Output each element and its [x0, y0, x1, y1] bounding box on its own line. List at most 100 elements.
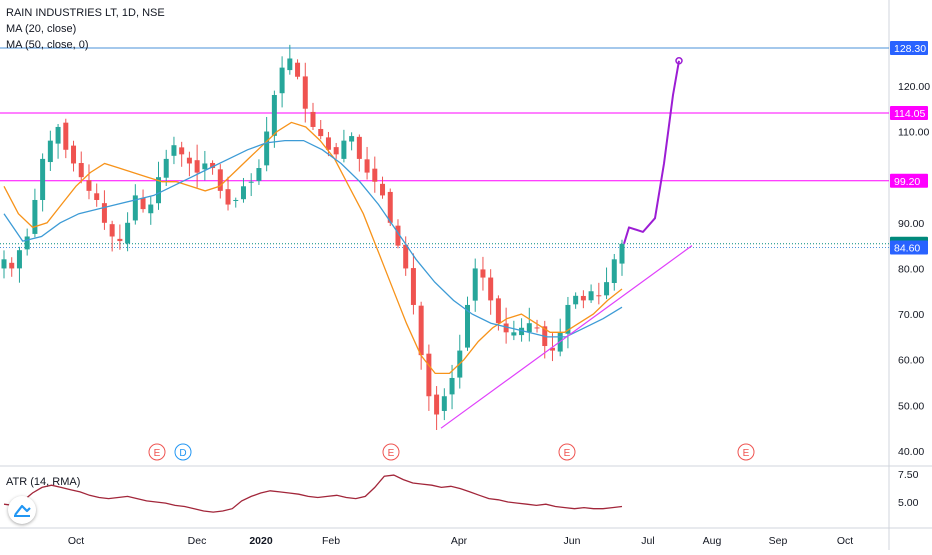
marker-label: E	[388, 448, 395, 459]
candle-body	[9, 262, 15, 269]
candle-body	[511, 332, 517, 336]
time-axis: Oct Dec 2020 Feb Apr Jun Jul Aug Sep Oct	[68, 535, 853, 547]
marker-label: D	[179, 448, 186, 459]
time-tick-label: Sep	[769, 535, 788, 547]
candle-body	[372, 168, 378, 182]
candle-body	[526, 323, 532, 333]
candle-body	[495, 298, 501, 324]
time-tick-label: Oct	[68, 535, 84, 547]
time-tick-label: Apr	[451, 535, 468, 547]
marker-label: E	[154, 448, 161, 459]
price-label-tag	[890, 173, 928, 188]
candle-body	[148, 204, 154, 214]
candle-body	[1, 259, 7, 269]
candle-body	[465, 304, 470, 348]
candle-body	[295, 62, 301, 77]
candle-body	[55, 126, 61, 144]
candle-body	[472, 268, 478, 301]
cloud-icon	[14, 504, 31, 517]
candle-body	[264, 131, 270, 166]
candle-body	[156, 177, 161, 204]
price-axis: 40.00 50.00 60.00 70.00 80.00 90.00 110.00 120.…	[890, 41, 930, 458]
candle-body	[349, 136, 355, 142]
candle-body	[387, 191, 393, 223]
candle-body	[233, 199, 239, 201]
candle-body	[519, 327, 525, 336]
price-tick-label: 80.00	[898, 263, 924, 275]
price-label-tag	[890, 106, 928, 121]
candle-body	[217, 169, 223, 191]
horizontal-lines	[0, 47, 889, 248]
candle-body	[63, 122, 69, 150]
earnings-marker	[737, 443, 755, 461]
candle-body	[179, 147, 185, 155]
time-tick-label: Aug	[703, 535, 722, 547]
candle-body	[449, 377, 455, 395]
time-tick-label: Feb	[322, 535, 340, 547]
candle-body	[380, 183, 386, 196]
time-tick-label: Dec	[188, 535, 207, 547]
candle-body	[395, 225, 401, 246]
atr-line	[3, 474, 623, 513]
price-tick-label: 60.00	[898, 355, 924, 367]
candle-body	[140, 197, 146, 210]
price-tick-label: 50.00	[898, 400, 924, 412]
moving-averages	[3, 121, 623, 375]
price-tick-label: 70.00	[898, 309, 924, 321]
price-tick-label: 110.00	[898, 127, 929, 139]
candle-body	[549, 347, 555, 351]
candle-body	[403, 244, 409, 269]
price-label-text: 84.60	[894, 242, 920, 254]
price-label-text: 99.20	[894, 176, 920, 188]
candle-body	[256, 168, 262, 181]
projection-end	[675, 57, 683, 65]
candle-body	[78, 163, 84, 178]
candle-body	[24, 236, 30, 250]
earnings-marker	[382, 443, 400, 461]
tradingview-logo-icon[interactable]	[8, 496, 36, 524]
candle-body	[210, 162, 216, 169]
candle-body	[611, 259, 617, 284]
candle-body	[94, 193, 100, 200]
candle-body	[604, 282, 610, 296]
support-trendline	[440, 245, 693, 429]
candle-body	[202, 163, 208, 170]
candle-body	[310, 111, 316, 127]
candle-body	[240, 186, 246, 200]
candle-body	[109, 224, 115, 237]
dividend-marker	[174, 443, 192, 461]
candle-body	[480, 269, 486, 278]
candle-body	[47, 140, 53, 163]
candle-body	[117, 238, 123, 242]
projection-path	[623, 60, 680, 245]
candle-body	[40, 158, 46, 200]
candle-body	[248, 181, 254, 183]
candle-body	[441, 396, 447, 411]
candle-body	[171, 145, 177, 156]
candle-body	[356, 136, 362, 159]
price-label-text: 114.05	[894, 108, 925, 120]
time-tick-label: Jun	[564, 535, 581, 547]
candle-body	[588, 291, 594, 301]
candle-body	[573, 295, 579, 305]
atr-legend: ATR (14, RMA)	[6, 476, 81, 488]
ma20-line	[3, 121, 623, 375]
candle-body	[287, 58, 293, 71]
atr-pane: 7.50 5.00	[3, 469, 919, 513]
candle-body	[225, 189, 231, 205]
candle-body	[86, 180, 92, 191]
price-tick-label: 40.00	[898, 446, 924, 458]
candle-body	[101, 203, 107, 223]
candle-body	[132, 195, 138, 221]
price-label-tag	[890, 240, 928, 255]
chart-title: RAIN INDUSTRIES LT, 1D, NSE	[6, 7, 165, 19]
candle-body	[619, 243, 625, 264]
candle-body	[534, 327, 540, 329]
candle-body	[503, 323, 509, 333]
marker-label: E	[564, 448, 571, 459]
ma50-line	[3, 139, 623, 338]
time-tick-label: Jul	[641, 535, 654, 547]
